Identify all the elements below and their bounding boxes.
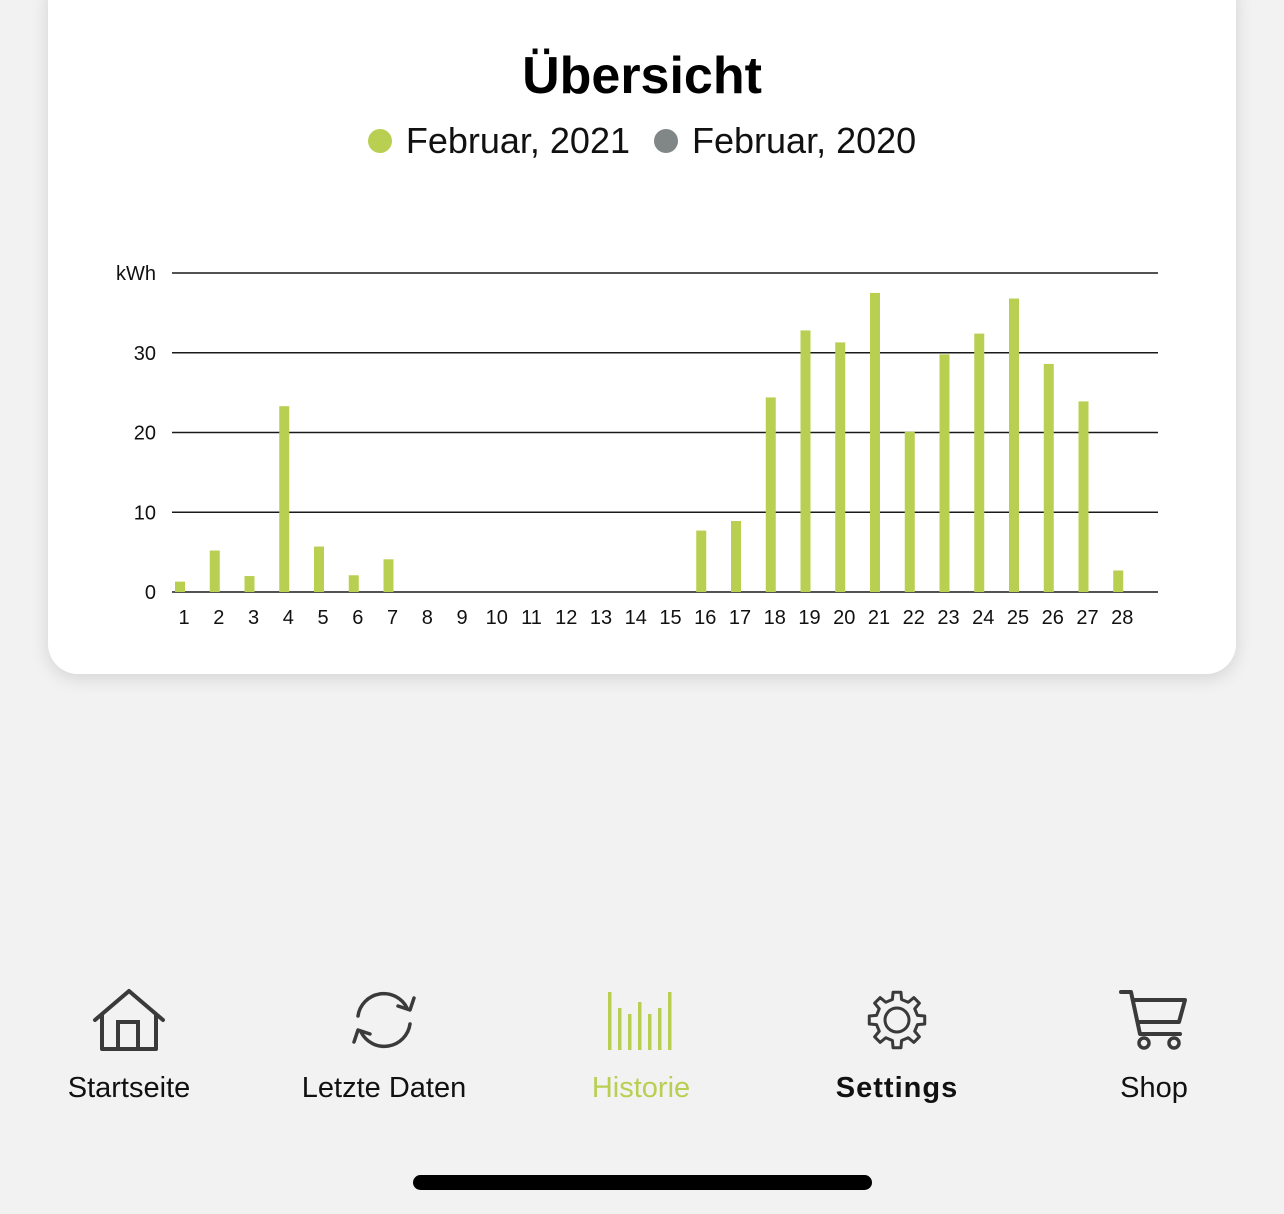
y-tick-label: 30 <box>134 343 156 365</box>
bar-day-6[interactable] <box>348 575 359 592</box>
x-tick-label: 10 <box>486 607 508 629</box>
x-tick-label: 21 <box>868 607 890 629</box>
chart-legend: Februar, 2021 Februar, 2020 <box>48 120 1236 162</box>
x-tick-label: 23 <box>937 607 959 629</box>
x-tick-label: 18 <box>764 607 786 629</box>
tab-label: Settings <box>835 1072 959 1104</box>
bar-day-7[interactable] <box>383 559 394 592</box>
x-tick-label: 8 <box>422 607 433 629</box>
house-icon <box>89 980 169 1060</box>
tab-label: Historie <box>591 1072 691 1104</box>
bar-day-25[interactable] <box>1009 298 1019 592</box>
tab-letzte-daten[interactable]: Letzte Daten <box>256 980 512 1120</box>
x-tick-label: 5 <box>317 607 328 629</box>
x-tick-label: 3 <box>248 607 259 629</box>
x-tick-label: 25 <box>1007 607 1029 629</box>
card-title: Übersicht <box>522 47 762 105</box>
x-tick-label: 6 <box>352 607 363 629</box>
y-tick-label: 10 <box>134 502 156 524</box>
bar-day-18[interactable] <box>765 397 776 592</box>
tab-historie[interactable]: Historie <box>513 980 769 1120</box>
y-tick-label: kWh <box>116 263 156 285</box>
tab-bar: Startseite Letzte Daten Histori <box>0 980 1284 1130</box>
bar-day-1[interactable] <box>175 581 185 592</box>
legend-label: Februar, 2021 <box>405 120 630 161</box>
tab-label: Shop <box>1120 1072 1188 1104</box>
x-tick-label: 9 <box>456 607 467 629</box>
legend-item-2021[interactable]: Februar, 2021 <box>367 120 630 162</box>
bar-day-4[interactable] <box>279 406 290 592</box>
tab-startseite[interactable]: Startseite <box>1 980 257 1120</box>
legend-dot-icon <box>367 129 392 153</box>
cart-icon <box>1114 980 1194 1060</box>
home-indicator <box>413 1175 872 1190</box>
tab-shop[interactable]: Shop <box>1026 980 1282 1120</box>
history-bars-icon <box>601 980 681 1060</box>
tab-settings[interactable]: Settings <box>769 980 1025 1120</box>
bar-day-23[interactable] <box>939 354 950 592</box>
bar-day-22[interactable] <box>904 431 915 592</box>
x-tick-label: 27 <box>1076 607 1098 629</box>
x-tick-label: 19 <box>798 607 820 629</box>
tab-label: Startseite <box>67 1072 191 1104</box>
legend-label: Februar, 2020 <box>692 120 917 161</box>
bar-day-21[interactable] <box>870 292 880 592</box>
refresh-icon <box>344 980 424 1060</box>
legend-dot-icon <box>654 129 678 153</box>
x-tick-label: 11 <box>521 607 542 629</box>
x-tick-label: 20 <box>833 607 855 629</box>
tab-label: Letzte Daten <box>301 1072 467 1104</box>
bar-day-5[interactable] <box>314 546 324 592</box>
bar-day-3[interactable] <box>244 576 255 592</box>
x-tick-label: 16 <box>694 607 716 629</box>
legend-item-2020[interactable]: Februar, 2020 <box>654 120 916 162</box>
bar-day-26[interactable] <box>1043 363 1054 592</box>
x-tick-label: 15 <box>659 607 681 629</box>
x-tick-label: 12 <box>555 607 577 629</box>
y-tick-label: 0 <box>145 582 156 604</box>
bar-day-28[interactable] <box>1113 570 1124 592</box>
x-tick-label: 24 <box>972 607 994 629</box>
y-tick-label: 20 <box>134 423 156 445</box>
bar-day-27[interactable] <box>1078 401 1089 592</box>
bar-day-2[interactable] <box>209 550 220 592</box>
x-tick-label: 1 <box>178 607 189 629</box>
x-tick-label: 28 <box>1111 607 1133 629</box>
x-tick-label: 4 <box>283 607 294 629</box>
bar-day-20[interactable] <box>835 342 846 592</box>
x-tick-label: 2 <box>213 607 224 629</box>
x-tick-label: 17 <box>729 607 751 629</box>
x-tick-label: 14 <box>625 607 647 629</box>
overview-card: Übersicht Februar, 2021 Februar, 2020 <box>48 0 1236 674</box>
x-tick-label: 13 <box>590 607 612 629</box>
bar-day-16[interactable] <box>696 530 707 592</box>
x-tick-label: 7 <box>387 607 398 629</box>
bar-day-24[interactable] <box>974 333 985 592</box>
x-tick-label: 22 <box>903 607 925 629</box>
x-tick-label: 26 <box>1042 607 1064 629</box>
bar-day-19[interactable] <box>800 330 811 592</box>
gear-icon <box>857 980 937 1060</box>
bar-day-17[interactable] <box>731 521 741 592</box>
